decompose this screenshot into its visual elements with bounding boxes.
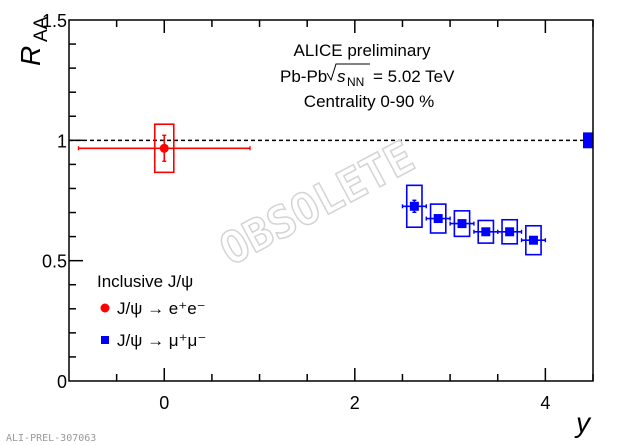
y-tick-label: 0 <box>57 372 67 392</box>
data-point <box>457 219 467 229</box>
axis-ticks: 0 2 4 0 0.5 1 1.5 <box>42 11 594 413</box>
data-point <box>409 201 419 211</box>
legend-marker-mumu <box>101 336 109 344</box>
annotation-alice: ALICE preliminary <box>294 41 431 60</box>
plot-frame <box>68 19 594 382</box>
footer-id: ALI-PREL-307063 <box>6 433 96 444</box>
data-point <box>433 214 443 224</box>
data-marks <box>69 123 593 256</box>
annotation-nn: NN <box>347 75 364 89</box>
x-tick-label: 4 <box>540 393 550 413</box>
x-tick-label: 0 <box>159 393 169 413</box>
y-tick-label: 1 <box>57 131 67 151</box>
global-uncertainty-box <box>583 132 593 149</box>
y-axis-label-sub: AA <box>31 16 52 42</box>
data-point <box>528 235 538 245</box>
legend-entry-ee: J/ψ → e⁺e⁻ <box>117 299 206 318</box>
y-tick-label: 0.5 <box>42 252 67 272</box>
sqrt-icon <box>326 63 370 82</box>
annotation-s: s <box>337 67 346 86</box>
data-point <box>505 227 515 237</box>
x-tick-label: 2 <box>350 393 360 413</box>
legend-marker-ee <box>100 303 110 313</box>
data-point <box>159 143 169 153</box>
y-tick-label: 1.5 <box>42 11 67 31</box>
legend: Inclusive J/ψ J/ψ → e⁺e⁻ J/ψ → μ⁺μ⁻ <box>97 272 206 350</box>
legend-entry-mumu: J/ψ → μ⁺μ⁻ <box>117 331 206 350</box>
x-axis-label: y <box>574 407 592 438</box>
watermark: OBSOLETE <box>212 131 423 276</box>
annotation-energy: Pb-Pb s NN = 5.02 TeV <box>280 63 455 89</box>
annotation-centrality: Centrality 0-90 % <box>304 92 434 111</box>
annotation-energy-value: = 5.02 TeV <box>373 67 455 86</box>
y-axis-label: R <box>15 46 46 66</box>
legend-title: Inclusive J/ψ <box>97 272 193 291</box>
annotation-system: Pb-Pb <box>280 67 327 86</box>
data-point <box>481 227 491 237</box>
